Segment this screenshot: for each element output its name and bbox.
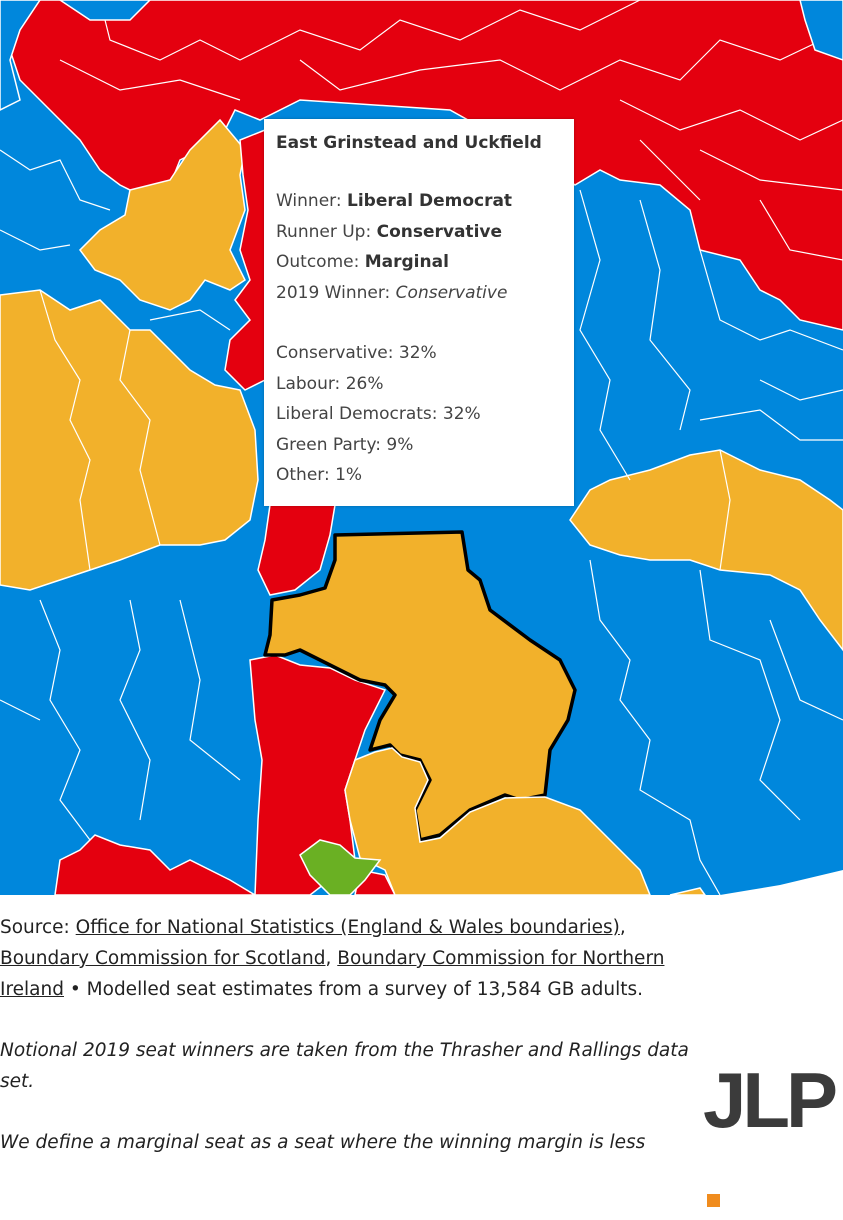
source-paragraph: Source: Office for National Statistics (… bbox=[0, 912, 700, 1005]
region-libdem-southeast bbox=[669, 887, 706, 895]
tooltip-winner: Winner: Liberal Democrat bbox=[276, 186, 562, 217]
share-value: 9% bbox=[386, 434, 414, 455]
link-ons[interactable]: Office for National Statistics (England … bbox=[75, 917, 620, 938]
share-value: 32% bbox=[442, 404, 481, 424]
link-boundary-scotland[interactable]: Boundary Commission for Scotland bbox=[0, 948, 326, 969]
tooltip-runner-up: Runner Up: Conservative bbox=[276, 217, 562, 248]
outcome-label: Outcome: bbox=[276, 252, 360, 272]
share-row: Conservative: 32% bbox=[276, 338, 562, 369]
runner-up-value: Conservative bbox=[376, 221, 503, 242]
region-libdem-west-detail bbox=[39, 289, 161, 571]
region-conservative-north-2 bbox=[58, 0, 152, 21]
region-libdem-east-detail bbox=[719, 449, 731, 571]
tooltip-outcome: Outcome: Marginal bbox=[276, 247, 562, 278]
region-libdem-northwest bbox=[79, 118, 246, 311]
share-row: Other: 1% bbox=[276, 460, 562, 491]
region-conservative-north-1 bbox=[0, 0, 41, 111]
source-label: Source: bbox=[0, 917, 70, 938]
constituency-tooltip: East Grinstead and Uckfield Winner: Libe… bbox=[264, 119, 574, 506]
share-party: Liberal Democrats: bbox=[276, 404, 438, 424]
prev-winner-label: 2019 Winner: bbox=[276, 282, 391, 303]
share-row: Liberal Democrats: 32% bbox=[276, 399, 562, 430]
region-libdem-east bbox=[569, 449, 843, 652]
region-libdem-east-grinstead bbox=[263, 530, 577, 842]
share-party: Conservative: bbox=[276, 343, 394, 363]
logo-text: JLP bbox=[703, 1056, 838, 1144]
jlp-logo: JLP bbox=[703, 1060, 843, 1220]
runner-up-label: Runner Up: bbox=[276, 221, 372, 242]
region-libdem-west bbox=[0, 289, 259, 591]
winner-value: Liberal Democrat bbox=[347, 191, 513, 211]
prev-winner-value: Conservative bbox=[395, 282, 508, 303]
share-value: 26% bbox=[345, 373, 384, 394]
share-value: 1% bbox=[335, 465, 363, 485]
separator: , bbox=[619, 917, 626, 938]
link-boundary-ni[interactable]: Boundary Commission for Northern Ireland bbox=[0, 948, 665, 1000]
tooltip-prev-winner: 2019 Winner: Conservative bbox=[276, 278, 562, 309]
note-notional: Notional 2019 seat winners are taken fro… bbox=[0, 1040, 689, 1092]
region-green bbox=[299, 839, 382, 895]
region-labour-north-detail bbox=[59, 0, 843, 261]
logo-dot-icon bbox=[707, 1194, 720, 1207]
region-labour-north bbox=[9, 0, 843, 331]
tooltip-spacer bbox=[276, 308, 562, 338]
region-conservative-north-3 bbox=[799, 0, 843, 61]
share-party: Other: bbox=[276, 465, 330, 485]
share-row: Labour: 26% bbox=[276, 369, 562, 400]
separator: , bbox=[325, 948, 332, 969]
source-footer: Source: Office for National Statistics (… bbox=[0, 912, 700, 1158]
share-row: Green Party: 9% bbox=[276, 430, 562, 461]
share-party: Green Party: bbox=[276, 434, 381, 455]
conservative-boundaries bbox=[0, 149, 843, 895]
winner-label: Winner: bbox=[276, 191, 342, 211]
share-value: 32% bbox=[398, 343, 437, 363]
share-party: Labour: bbox=[276, 373, 341, 394]
region-labour-centre bbox=[257, 504, 336, 596]
region-labour-south-west bbox=[54, 834, 257, 895]
survey-text: • Modelled seat estimates from a survey … bbox=[63, 979, 643, 1000]
outcome-value: Marginal bbox=[364, 252, 449, 272]
note-marginal: We define a marginal seat as a seat wher… bbox=[0, 1132, 646, 1153]
map-bottom-edge bbox=[720, 870, 843, 895]
tooltip-title: East Grinstead and Uckfield bbox=[276, 133, 542, 153]
